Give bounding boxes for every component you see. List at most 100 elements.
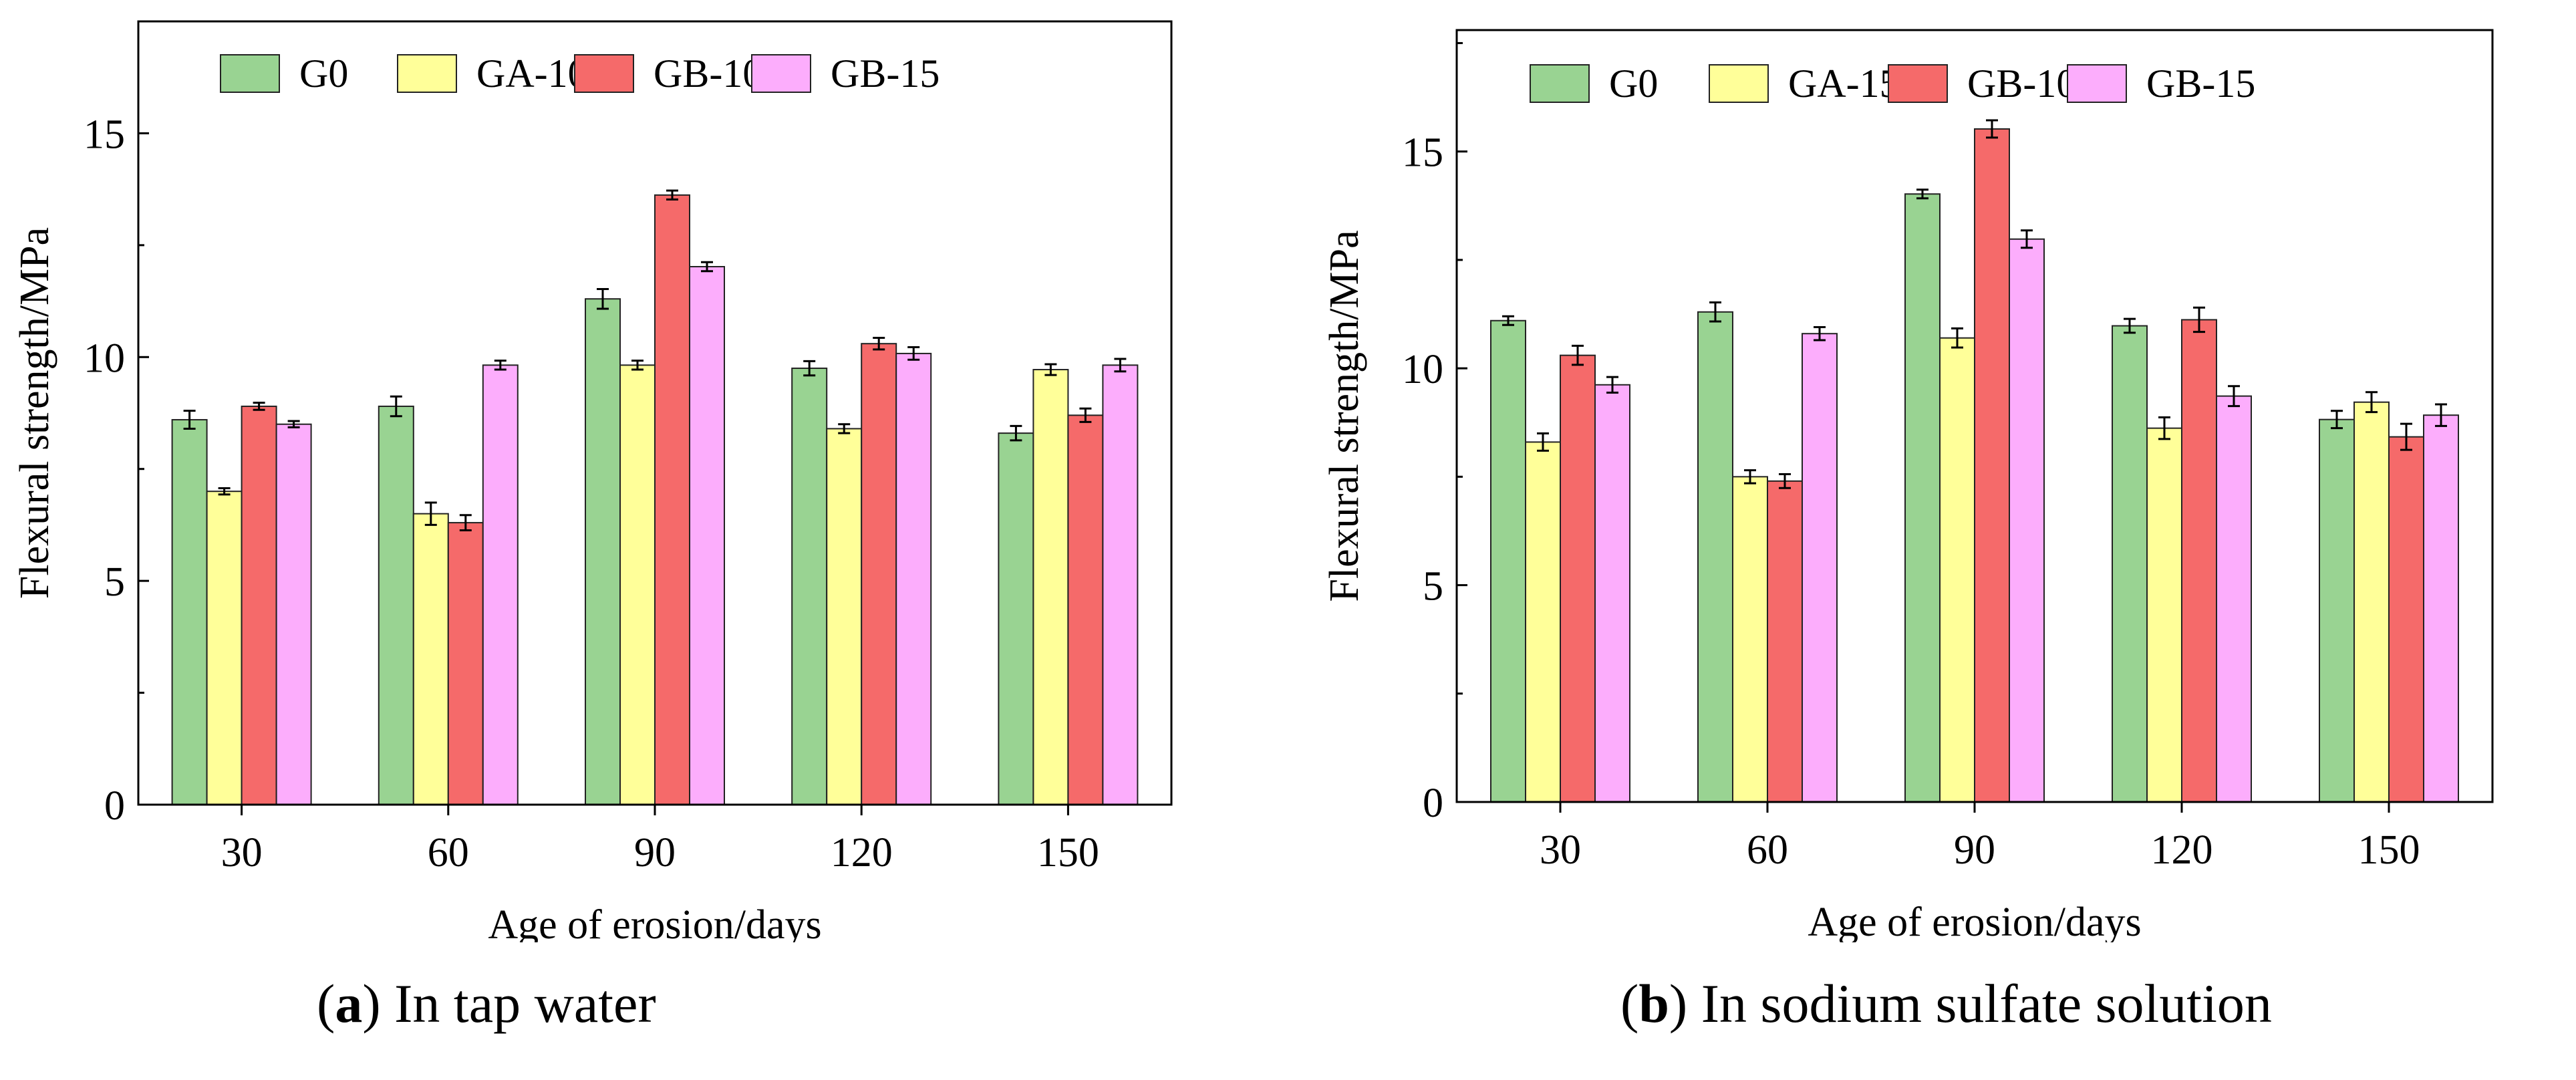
legend-item-GA-15: GA-15 xyxy=(1709,61,1900,106)
legend-swatch-GA-10 xyxy=(397,54,457,93)
bar-GB-15-30 xyxy=(275,423,312,805)
error-bar-G0-150 xyxy=(2331,410,2343,430)
y-tick-label-5: 5 xyxy=(1423,564,1443,610)
bar-GA-15-60 xyxy=(1732,476,1768,803)
bar-GB-10-120 xyxy=(861,343,897,805)
bar-GB-15-150 xyxy=(1102,364,1139,805)
legend-label-G0: G0 xyxy=(1609,61,1658,106)
bar-G0-90 xyxy=(1904,193,1941,803)
bar-GB-10-30 xyxy=(241,405,277,805)
bar-G0-60 xyxy=(1697,311,1733,803)
bar-GB-15-120 xyxy=(895,352,932,805)
bar-G0-60 xyxy=(378,405,414,805)
bar-GB-10-90 xyxy=(1974,128,2010,803)
error-bar-GA-15-120 xyxy=(2158,416,2170,440)
bar-GB-15-60 xyxy=(1802,333,1838,803)
error-bar-GB-15-90 xyxy=(2021,229,2033,249)
bar-GA-10-150 xyxy=(1032,369,1069,805)
legend-item-GA-10: GA-10 xyxy=(397,51,588,96)
bar-GA-15-120 xyxy=(2146,427,2182,803)
bar-GA-15-90 xyxy=(1939,337,1975,803)
bar-G0-120 xyxy=(791,368,828,805)
bar-G0-30 xyxy=(171,419,208,805)
panel-b: 0 5 10 15 30 60 90 120 150 Age of erosion/days Fle… xyxy=(1310,0,2576,1080)
chart-a: 0 5 10 15 30 60 90 120 150 Age of erosion/days Fle… xyxy=(12,20,1173,942)
error-bar-GB-10-150 xyxy=(2400,422,2412,451)
bar-GA-10-60 xyxy=(412,513,449,806)
bar-GB-10-120 xyxy=(2181,319,2217,803)
x-tick-label-60: 60 xyxy=(428,830,469,875)
x-tick-label-90: 90 xyxy=(1954,827,1995,873)
legend-swatch-GB-10 xyxy=(1888,64,1948,103)
error-bar-GA-15-90 xyxy=(1951,327,1963,349)
legend-item-G0: G0 xyxy=(1530,61,1658,106)
y-tick-label-5: 5 xyxy=(104,559,125,605)
legend-label-GB-15: GB-15 xyxy=(831,51,940,96)
x-tick-label-150: 150 xyxy=(2358,827,2420,873)
y-tick-label-10: 10 xyxy=(1402,347,1443,392)
bar-GA-10-90 xyxy=(619,364,656,805)
bar-G0-30 xyxy=(1490,319,1526,803)
x-axis-label: Age of erosion/days xyxy=(488,902,821,942)
bar-GB-15-120 xyxy=(2216,395,2252,803)
error-bar-G0-150 xyxy=(1010,424,1022,442)
bar-GB-15-90 xyxy=(689,266,725,805)
error-bar-G0-30 xyxy=(1502,315,1514,326)
legend-swatch-G0 xyxy=(220,54,280,93)
legend-swatch-GB-10 xyxy=(574,54,634,93)
error-bar-G0-60 xyxy=(390,395,402,418)
legend-swatch-G0 xyxy=(1530,64,1590,103)
legend-swatch-GB-15 xyxy=(751,54,811,93)
caption-b-open: ( xyxy=(1620,973,1639,1034)
legend-label-GB-15: GB-15 xyxy=(2146,61,2255,106)
error-bar-GB-15-120 xyxy=(907,346,920,361)
chart-b: 0 5 10 15 30 60 90 120 150 Age of erosion/days Fle… xyxy=(1322,29,2494,942)
error-bar-G0-90 xyxy=(1916,188,1928,200)
bar-GA-15-30 xyxy=(1525,441,1561,803)
error-bar-GB-15-120 xyxy=(2228,385,2240,408)
bar-GB-10-150 xyxy=(1067,414,1104,805)
legend-label-GA-10: GA-10 xyxy=(476,51,588,96)
error-bar-GA-10-60 xyxy=(424,501,437,526)
bar-GB-15-30 xyxy=(1594,384,1630,803)
error-bar-GB-15-60 xyxy=(1814,325,1826,342)
bar-GB-15-150 xyxy=(2423,414,2459,803)
y-tick-label-0: 0 xyxy=(104,783,125,829)
error-bar-G0-60 xyxy=(1709,301,1721,323)
error-bar-GB-10-30 xyxy=(1572,344,1584,366)
error-bar-GA-10-120 xyxy=(838,423,851,434)
error-bar-GB-10-90 xyxy=(666,189,678,201)
error-bar-GA-15-60 xyxy=(1744,469,1756,485)
x-tick-label-30: 30 xyxy=(221,830,263,875)
y-axis-label: Flexural strength/MPa xyxy=(12,227,57,599)
error-bar-GB-10-120 xyxy=(873,336,885,351)
legend-label-GB-10: GB-10 xyxy=(654,51,762,96)
bar-GB-15-90 xyxy=(2009,238,2045,803)
bar-G0-150 xyxy=(998,432,1034,805)
error-bar-GB-10-90 xyxy=(1986,119,1998,139)
y-tick-label-0: 0 xyxy=(1423,781,1443,826)
error-bar-G0-30 xyxy=(183,410,196,430)
error-bar-GB-10-30 xyxy=(253,402,265,411)
panel-a: 0 5 10 15 30 60 90 120 150 Age of erosion/days Fle… xyxy=(0,0,1270,1080)
legend-item-GB-15: GB-15 xyxy=(2067,61,2255,106)
bar-GB-10-90 xyxy=(654,194,690,806)
x-tick-label-90: 90 xyxy=(634,830,676,875)
legend-swatch-GA-15 xyxy=(1709,64,1769,103)
bar-GA-10-30 xyxy=(206,491,243,805)
legend-label-GA-15: GA-15 xyxy=(1788,61,1900,106)
bar-G0-120 xyxy=(2112,325,2148,803)
y-tick-label-15: 15 xyxy=(84,112,125,157)
error-bar-GB-15-150 xyxy=(2435,403,2447,427)
y-axis-label: Flexural strength/MPa xyxy=(1322,230,1367,601)
y-tick-label-15: 15 xyxy=(1402,130,1443,176)
x-tick-label-30: 30 xyxy=(1540,827,1581,873)
error-bar-GB-10-60 xyxy=(1779,472,1791,489)
legend-item-GB-15: GB-15 xyxy=(751,51,940,96)
error-bar-GA-10-150 xyxy=(1044,363,1057,376)
x-axis-label: Age of erosion/days xyxy=(1808,900,2141,942)
error-bar-GB-15-90 xyxy=(701,261,713,273)
caption-a-letter: a xyxy=(335,973,363,1034)
error-bar-GB-10-150 xyxy=(1079,407,1092,423)
caption-b-letter: b xyxy=(1638,973,1669,1034)
